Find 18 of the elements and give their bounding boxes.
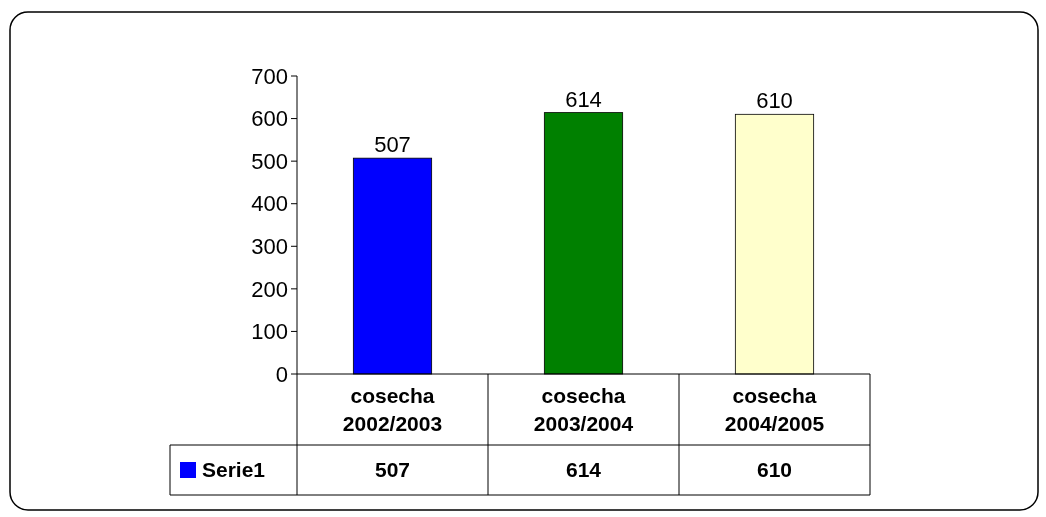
y-tick-label: 100 (251, 319, 288, 345)
y-tick-label: 700 (251, 63, 288, 89)
y-tick-label: 200 (251, 276, 288, 302)
data-label: 610 (756, 458, 793, 482)
annotation: 610 (756, 88, 793, 114)
x-tick-label: cosecha 2003/2004 (533, 383, 634, 435)
y-tick-label: 300 (251, 233, 288, 259)
annotation: 614 (565, 86, 602, 112)
data-label: 507 (374, 458, 411, 482)
y-tick-label: 500 (251, 148, 288, 174)
x-tick-label: cosecha 2002/2003 (342, 383, 443, 435)
y-tick-label: 600 (251, 106, 288, 132)
annotation: 507 (374, 132, 411, 158)
data-label: 614 (565, 458, 602, 482)
legend-label: Serie1 (202, 458, 266, 482)
y-tick-label: 400 (251, 191, 288, 217)
x-tick-label: cosecha 2004/2005 (724, 383, 825, 435)
y-tick-label: 0 (275, 361, 288, 387)
